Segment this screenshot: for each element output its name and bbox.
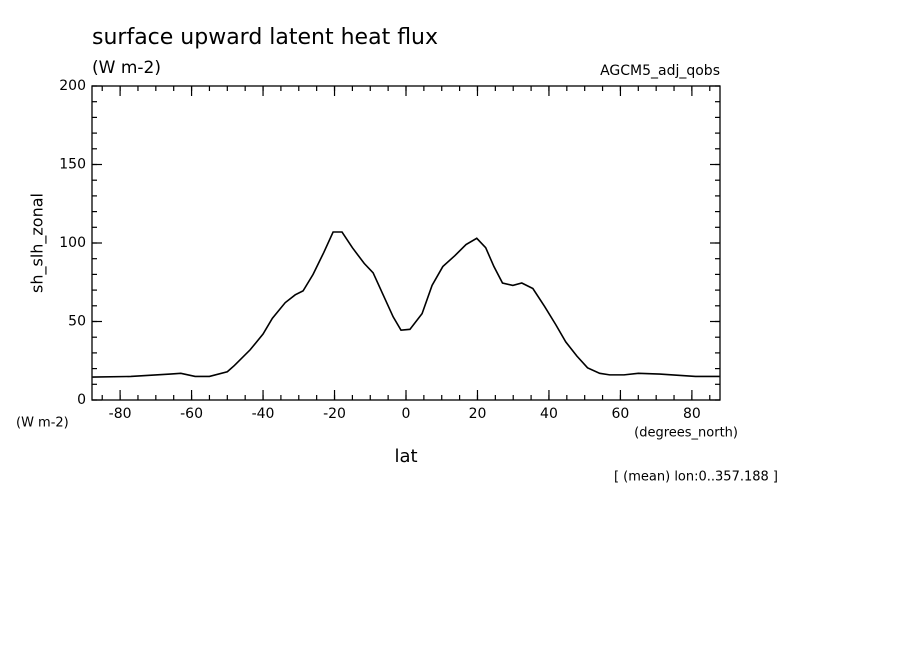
y-tick-label: 0	[77, 392, 86, 408]
x-tick-label: -80	[109, 406, 132, 422]
y-tick-label: 50	[68, 314, 86, 330]
x-tick-label: 0	[402, 406, 411, 422]
plot-frame	[91, 85, 721, 401]
x-tick-label: 20	[469, 406, 487, 422]
annotation: [ (mean) lon:0..357.188 ]	[614, 470, 778, 485]
y-axis-units: (W m-2)	[16, 416, 69, 431]
x-tick-label: -20	[323, 406, 346, 422]
x-tick-label: 40	[540, 406, 558, 422]
y-axis-label: sh_slh_zonal	[28, 193, 48, 293]
chart-title: surface upward latent heat flux	[92, 25, 438, 50]
data-line	[92, 231, 720, 378]
x-tick-label: 60	[612, 406, 630, 422]
x-axis-units: (degrees_north)	[634, 426, 738, 441]
chart-subtitle: (W m-2)	[92, 58, 161, 78]
x-axis-label: lat	[394, 446, 417, 467]
y-tick-label: 150	[59, 157, 86, 173]
x-tick-label: -60	[180, 406, 203, 422]
x-tick-label: 80	[683, 406, 701, 422]
y-tick-label: 200	[59, 78, 86, 94]
dataset-label: AGCM5_adj_qobs	[600, 63, 720, 79]
y-tick-label: 100	[59, 235, 86, 251]
x-tick-label: -40	[252, 406, 275, 422]
